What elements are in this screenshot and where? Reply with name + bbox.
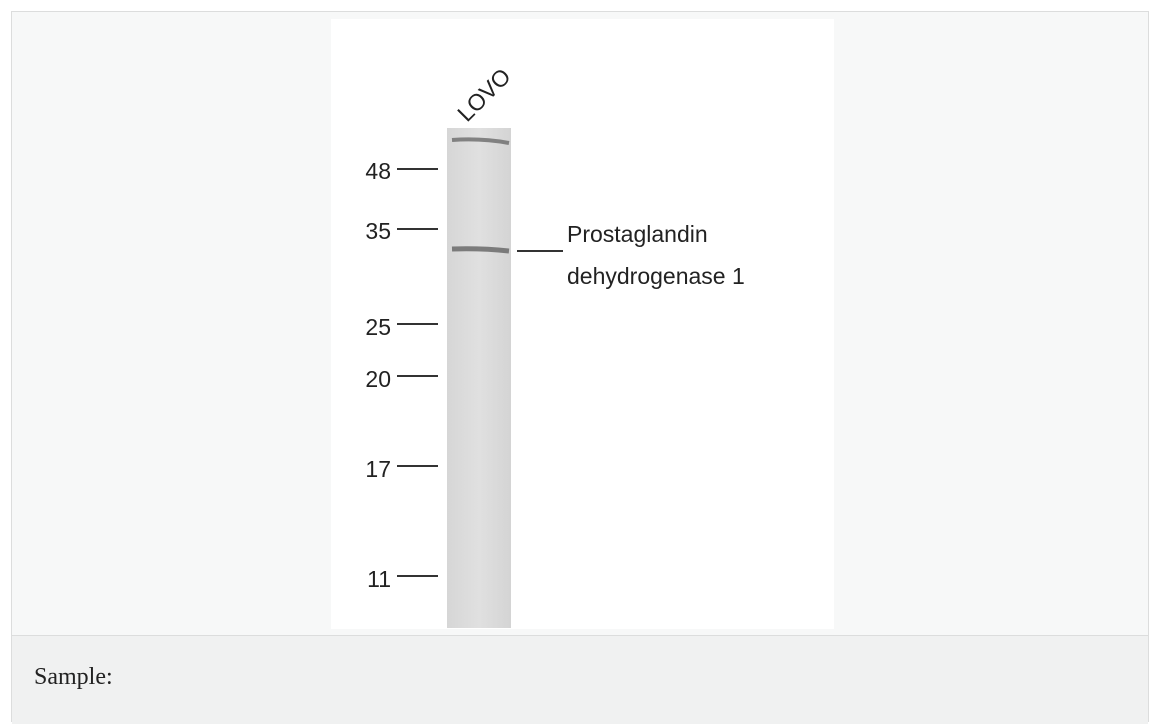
blot-image: LOVO 48 35 25 20 17 11 Prostaglandin deh… (331, 19, 834, 629)
caption-bar: Sample: (12, 635, 1148, 724)
lane (447, 128, 511, 628)
band-label: Prostaglandin (567, 221, 708, 247)
band (452, 249, 509, 251)
marker-label: 25 (365, 314, 391, 340)
page: LOVO 48 35 25 20 17 11 Prostaglandin deh… (0, 0, 1160, 722)
marker-label: 11 (367, 566, 391, 592)
caption: Sample: (34, 664, 113, 691)
marker-label: 48 (365, 158, 391, 184)
band-label: dehydrogenase 1 (567, 263, 745, 289)
marker-label: 20 (365, 366, 391, 392)
panel: LOVO 48 35 25 20 17 11 Prostaglandin deh… (11, 11, 1149, 722)
marker-label: 17 (365, 456, 391, 482)
marker-label: 35 (365, 218, 391, 244)
